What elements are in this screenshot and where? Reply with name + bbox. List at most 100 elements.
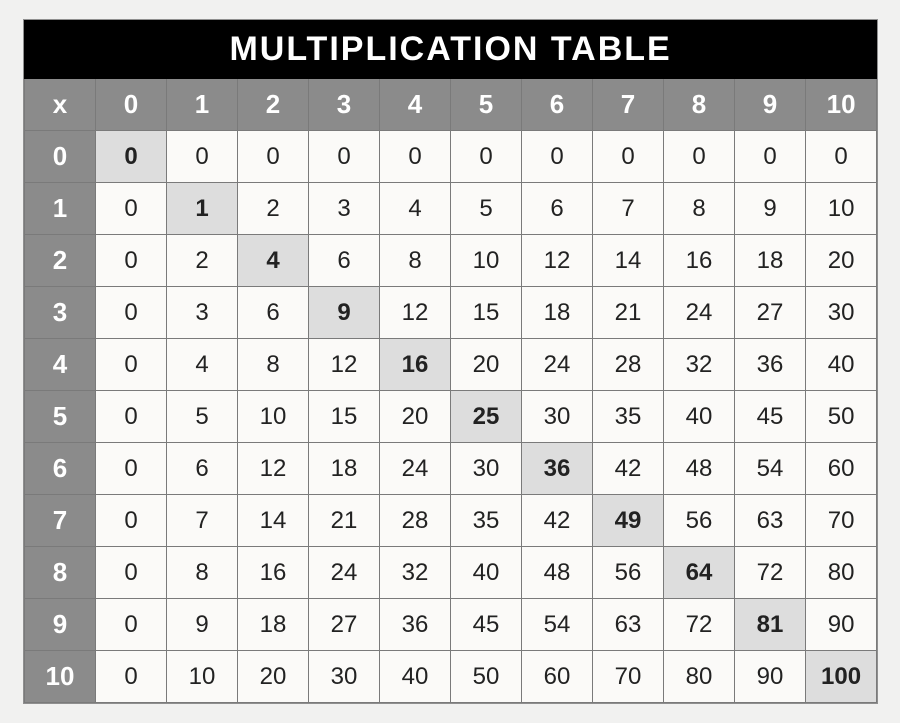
cell: 3 [167,287,238,339]
row-header: 2 [25,235,96,287]
cell: 6 [238,287,309,339]
cell: 54 [735,443,806,495]
cell: 10 [167,651,238,703]
cell: 10 [451,235,522,287]
cell: 30 [309,651,380,703]
row-header: 8 [25,547,96,599]
cell: 42 [522,495,593,547]
cell: 60 [806,443,877,495]
cell: 24 [309,547,380,599]
col-header: 6 [522,79,593,131]
cell: 0 [96,495,167,547]
cell: 100 [806,651,877,703]
cell: 2 [167,235,238,287]
cell: 0 [522,131,593,183]
cell: 56 [593,547,664,599]
cell: 32 [380,547,451,599]
row-header: 5 [25,391,96,443]
cell: 0 [96,183,167,235]
row-header: 10 [25,651,96,703]
cell: 56 [664,495,735,547]
cell: 36 [735,339,806,391]
cell: 2 [238,183,309,235]
cell: 0 [735,131,806,183]
cell: 20 [806,235,877,287]
cell: 28 [380,495,451,547]
cell: 27 [735,287,806,339]
cell: 48 [664,443,735,495]
row-header: 3 [25,287,96,339]
cell: 5 [167,391,238,443]
cell: 9 [735,183,806,235]
cell: 4 [238,235,309,287]
cell: 30 [806,287,877,339]
cell: 12 [522,235,593,287]
cell: 21 [593,287,664,339]
cell: 21 [309,495,380,547]
cell: 40 [806,339,877,391]
cell: 42 [593,443,664,495]
cell: 35 [593,391,664,443]
cell: 18 [238,599,309,651]
cell: 10 [806,183,877,235]
cell: 40 [664,391,735,443]
cell: 8 [238,339,309,391]
cell: 54 [522,599,593,651]
cell: 12 [238,443,309,495]
cell: 5 [451,183,522,235]
cell: 9 [167,599,238,651]
row-header: 4 [25,339,96,391]
cell: 64 [664,547,735,599]
cell: 60 [522,651,593,703]
cell: 72 [735,547,806,599]
cell: 24 [522,339,593,391]
cell: 45 [735,391,806,443]
cell: 70 [806,495,877,547]
corner-label: x [25,79,96,131]
col-header: 4 [380,79,451,131]
cell: 4 [167,339,238,391]
cell: 63 [735,495,806,547]
cell: 18 [309,443,380,495]
row-header: 7 [25,495,96,547]
cell: 0 [96,287,167,339]
cell: 14 [593,235,664,287]
cell: 40 [451,547,522,599]
cell: 6 [167,443,238,495]
cell: 16 [380,339,451,391]
cell: 1 [167,183,238,235]
cell: 15 [309,391,380,443]
col-header: 5 [451,79,522,131]
cell: 15 [451,287,522,339]
cell: 14 [238,495,309,547]
col-header: 9 [735,79,806,131]
cell: 0 [96,235,167,287]
col-header: 3 [309,79,380,131]
cell: 28 [593,339,664,391]
cell: 0 [806,131,877,183]
cell: 20 [238,651,309,703]
cell: 0 [593,131,664,183]
cell: 20 [380,391,451,443]
cell: 0 [309,131,380,183]
col-header: 0 [96,79,167,131]
cell: 7 [593,183,664,235]
cell: 49 [593,495,664,547]
cell: 6 [522,183,593,235]
cell: 27 [309,599,380,651]
cell: 25 [451,391,522,443]
cell: 0 [96,339,167,391]
cell: 6 [309,235,380,287]
cell: 0 [96,391,167,443]
cell: 90 [735,651,806,703]
cell: 20 [451,339,522,391]
cell: 24 [664,287,735,339]
col-header: 7 [593,79,664,131]
cell: 8 [380,235,451,287]
cell: 35 [451,495,522,547]
cell: 45 [451,599,522,651]
cell: 0 [96,443,167,495]
cell: 30 [522,391,593,443]
cell: 0 [96,547,167,599]
cell: 80 [664,651,735,703]
